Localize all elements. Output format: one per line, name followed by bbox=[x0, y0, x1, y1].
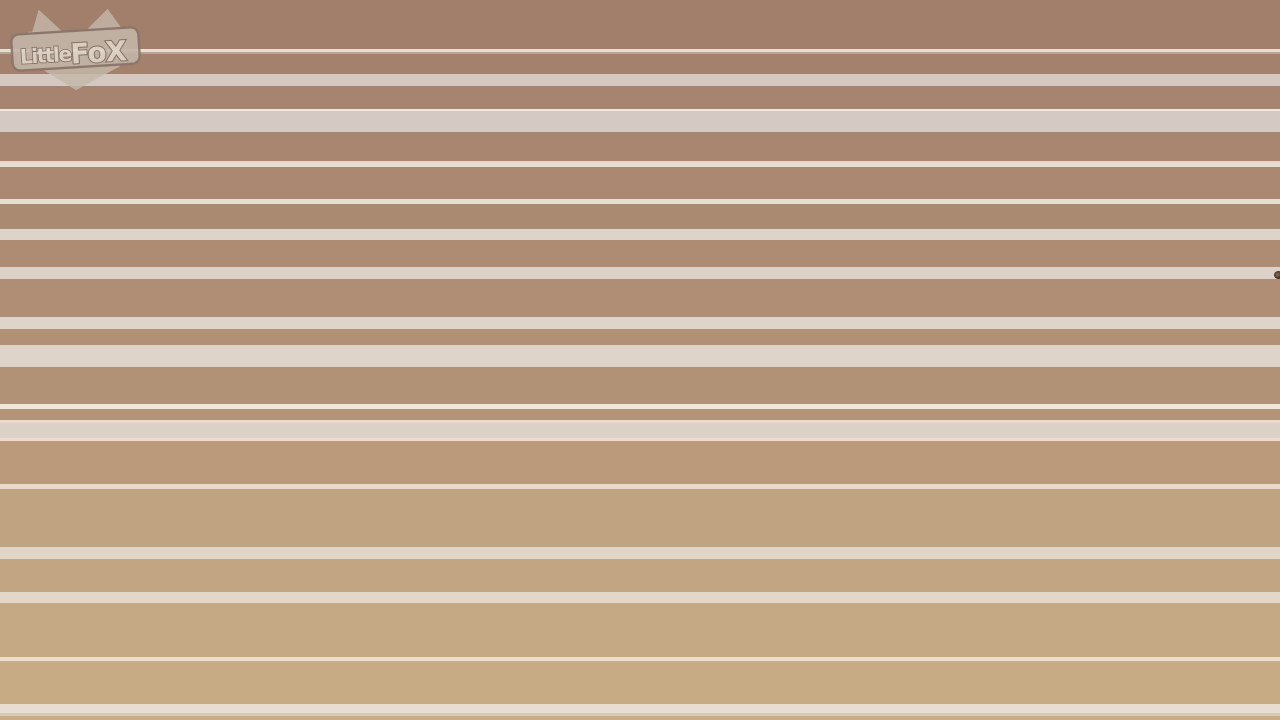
wall-stripe bbox=[0, 404, 1280, 409]
wall-stripe bbox=[0, 54, 1280, 74]
wall-stripe bbox=[0, 229, 1280, 240]
wall-stripe bbox=[0, 0, 1280, 49]
wall-stripe bbox=[0, 489, 1280, 547]
wall-stripe bbox=[0, 661, 1280, 704]
wall-stripe bbox=[0, 367, 1280, 404]
wall-stripe bbox=[0, 345, 1280, 367]
wall-stripe bbox=[0, 132, 1280, 161]
wall-stripe bbox=[0, 163, 1280, 167]
logo-text-little: Little bbox=[19, 42, 72, 69]
wall-stripe bbox=[0, 109, 1280, 111]
wall-stripe bbox=[0, 716, 1280, 720]
wall-stripe bbox=[0, 603, 1280, 657]
wall-stripe bbox=[0, 592, 1280, 603]
wall-stripe bbox=[0, 713, 1280, 716]
wall-stripe bbox=[0, 547, 1280, 559]
wall-stripe bbox=[0, 167, 1280, 199]
wall-stripe bbox=[0, 657, 1280, 661]
wall-stripe bbox=[0, 86, 1280, 109]
wall-stripe bbox=[0, 409, 1280, 420]
littlefox-logo-watermark: Little FoX bbox=[10, 8, 141, 91]
wall-stripe bbox=[0, 204, 1280, 229]
wall-stripe bbox=[0, 484, 1280, 489]
wall-stripe bbox=[0, 161, 1280, 163]
wall-stripe bbox=[0, 279, 1280, 317]
wall-stripe bbox=[0, 267, 1280, 279]
wall-stripe bbox=[0, 420, 1280, 423]
wall-stripe bbox=[0, 441, 1280, 484]
wall-stripe bbox=[0, 329, 1280, 345]
wall-stripe bbox=[0, 74, 1280, 86]
wall-stripe bbox=[0, 49, 1280, 52]
right-edge-artifact bbox=[1274, 271, 1280, 279]
wall-stripe bbox=[0, 240, 1280, 267]
wall-stripe bbox=[0, 52, 1280, 54]
wall-stripe bbox=[0, 438, 1280, 441]
wall-stripe bbox=[0, 199, 1280, 204]
logo-text-fox: FoX bbox=[70, 34, 128, 70]
wall-stripe bbox=[0, 317, 1280, 329]
wall-stripe bbox=[0, 423, 1280, 438]
wall-stripe bbox=[0, 704, 1280, 713]
wall-stripe bbox=[0, 111, 1280, 132]
logo-banner bbox=[10, 26, 141, 72]
wall-stripe bbox=[0, 559, 1280, 592]
